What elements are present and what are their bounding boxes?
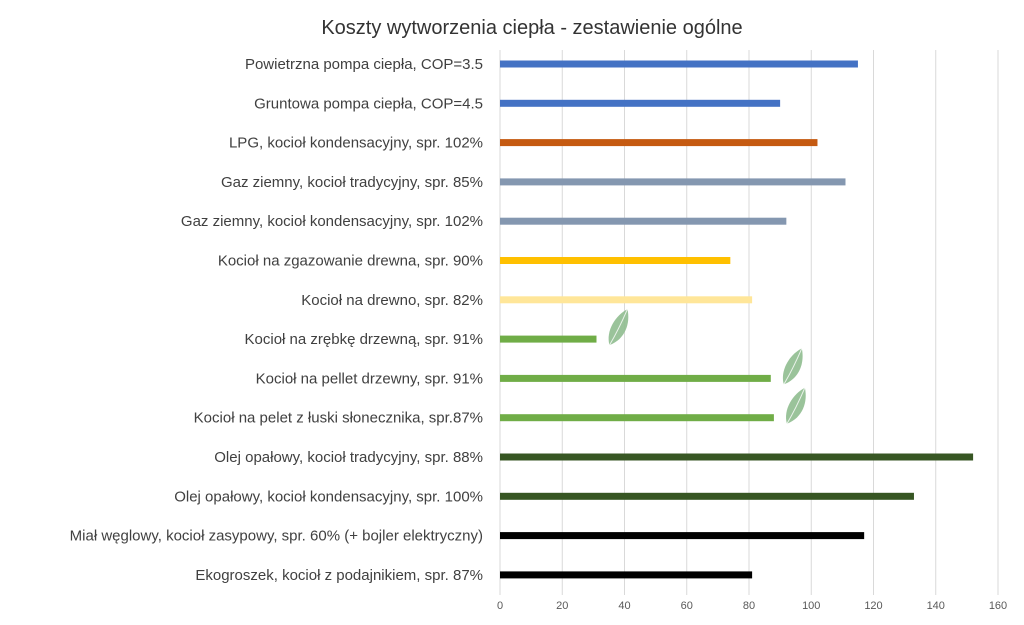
category-label: LPG, kocioł kondensacyjny, spr. 102% bbox=[229, 135, 483, 152]
bar bbox=[500, 257, 731, 264]
leaf-icon bbox=[786, 387, 806, 424]
bar bbox=[500, 492, 914, 500]
leaf-icons bbox=[608, 308, 806, 424]
category-label: Kocioł na zgazowanie drewna, spr. 90% bbox=[218, 253, 483, 270]
bar bbox=[500, 99, 781, 107]
bar bbox=[500, 178, 846, 186]
category-label: Olej opałowy, kocioł tradycyjny, spr. 88… bbox=[214, 449, 483, 466]
leaf-icon bbox=[782, 348, 803, 385]
x-axis-ticks: 0 20 40 60 80 100 120 140 160 bbox=[497, 600, 1007, 612]
leaf-icon bbox=[608, 308, 629, 346]
bar bbox=[500, 532, 865, 540]
bar bbox=[500, 60, 858, 68]
category-label: Miał węglowy, kocioł zasypowy, spr. 60% … bbox=[70, 528, 483, 545]
category-labels: Powietrzna pompa ciepła, COP=3.5 Gruntowa… bbox=[70, 56, 483, 584]
category-label: Kocioł na pelet z łuski słonecznika, spr… bbox=[194, 410, 483, 427]
category-label: Kocioł na drewno, spr. 82% bbox=[301, 292, 483, 309]
bar bbox=[500, 414, 774, 422]
category-label: Kocioł na zrębkę drzewną, spr. 91% bbox=[245, 331, 483, 348]
bar bbox=[500, 296, 753, 304]
chart-title: Koszty wytworzenia ciepła - zestawienie … bbox=[321, 17, 742, 39]
category-label: Kocioł na pellet drzewny, spr. 91% bbox=[256, 370, 483, 387]
grid-lines bbox=[499, 50, 999, 595]
bar bbox=[500, 217, 787, 225]
category-label: Olej opałowy, kocioł kondensacyjny, spr.… bbox=[174, 488, 483, 505]
bars bbox=[500, 60, 974, 579]
x-tick-label: 0 bbox=[497, 600, 503, 612]
x-tick-label: 40 bbox=[618, 600, 630, 612]
bar bbox=[500, 453, 974, 461]
category-label: Powietrzna pompa ciepła, COP=3.5 bbox=[245, 56, 483, 73]
category-label: Gaz ziemny, kocioł tradycyjny, spr. 85% bbox=[221, 174, 483, 191]
category-label: Gruntowa pompa ciepła, COP=4.5 bbox=[254, 95, 483, 112]
bar bbox=[500, 571, 753, 579]
x-tick-label: 140 bbox=[927, 600, 945, 612]
bar bbox=[500, 139, 818, 147]
x-tick-label: 100 bbox=[802, 600, 820, 612]
x-tick-label: 20 bbox=[556, 600, 568, 612]
x-tick-label: 80 bbox=[743, 600, 755, 612]
bar bbox=[500, 374, 771, 382]
bar bbox=[500, 335, 597, 343]
x-tick-label: 60 bbox=[681, 600, 693, 612]
x-tick-label: 120 bbox=[864, 600, 882, 612]
category-label: Gaz ziemny, kocioł kondensacyjny, spr. 1… bbox=[181, 213, 483, 230]
x-tick-label: 160 bbox=[989, 600, 1007, 612]
category-label: Ekogroszek, kocioł z podajnikiem, spr. 8… bbox=[195, 567, 483, 584]
